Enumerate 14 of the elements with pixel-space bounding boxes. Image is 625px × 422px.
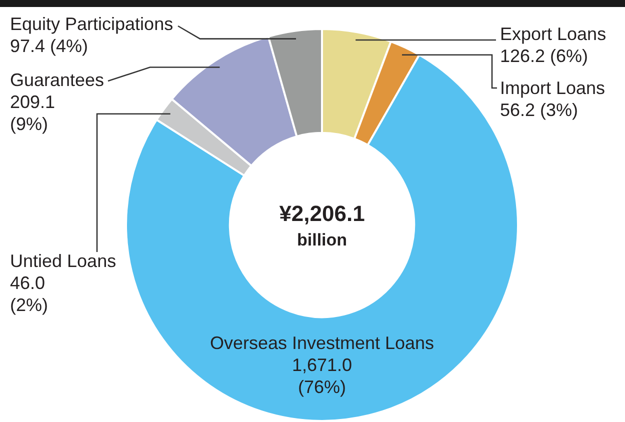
data-label: 46.0 (2%) [10, 272, 48, 315]
data-label: 56.2 (3%) [500, 100, 578, 120]
slice-label: Guarantees [10, 70, 104, 90]
data-label: 209.1 (9%) [10, 92, 56, 134]
data-label: 126.2 (6%) [500, 46, 588, 66]
slice-label: Import Loans [500, 78, 606, 98]
text: ¥2,206.1 [279, 201, 365, 226]
slice-label: Equity Participations [10, 14, 174, 34]
slice-label: Untied Loans [10, 250, 116, 271]
slice-label: Export Loans [500, 24, 606, 44]
slice-label: Overseas Investment Loans [210, 332, 434, 353]
data-label: 97.4 (4%) [10, 36, 88, 56]
data-label: 1,671.0 (76%) [292, 354, 352, 397]
text: billion [296, 230, 348, 250]
